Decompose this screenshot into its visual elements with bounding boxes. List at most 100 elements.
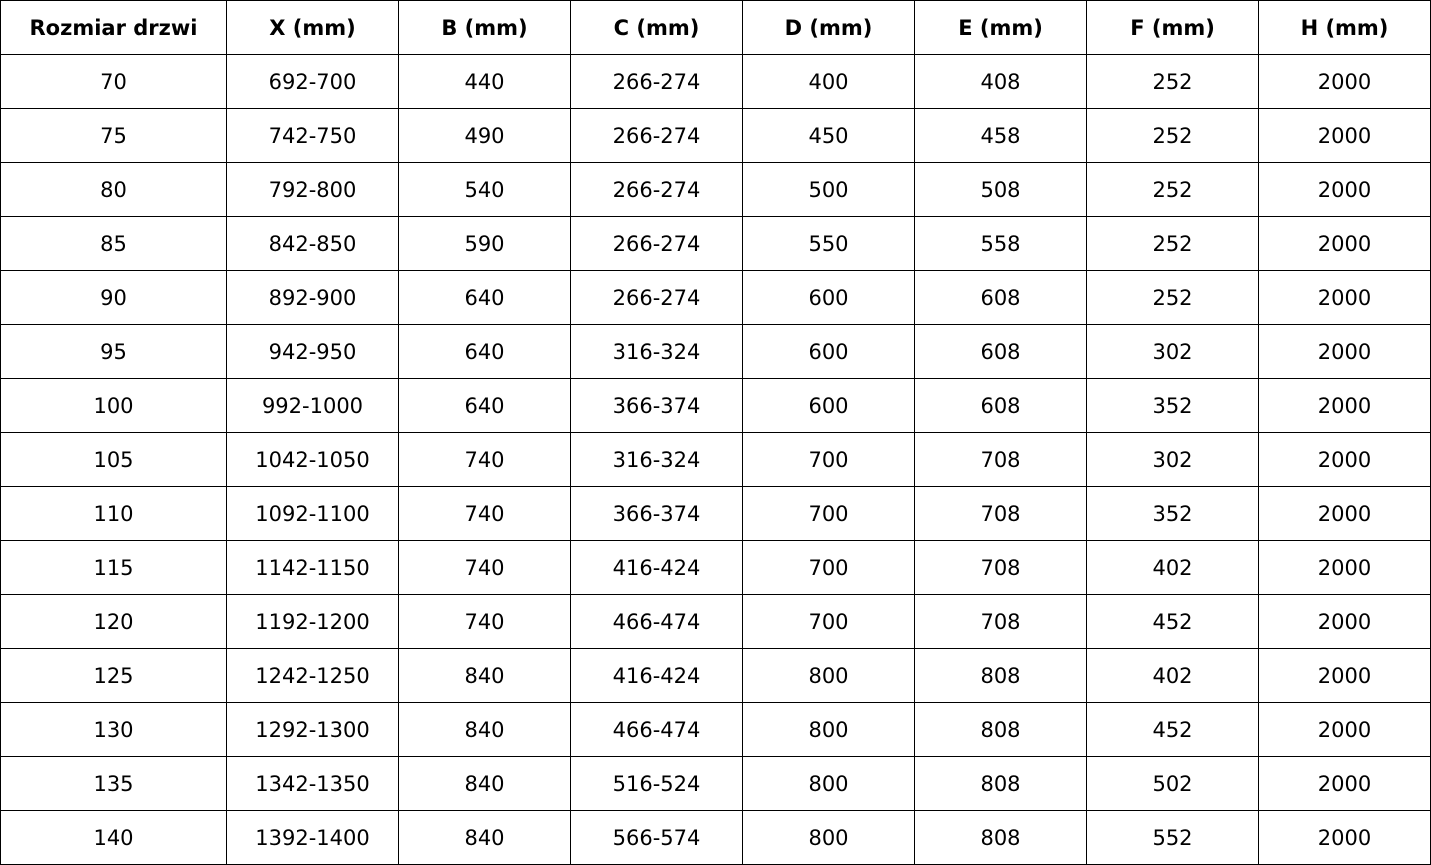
table-cell: 252 xyxy=(1086,108,1259,163)
table-cell: 2000 xyxy=(1258,108,1431,163)
table-row: 70 692-700 440 266-274 400 408 252 2000 xyxy=(0,54,1431,109)
table-row: 100 992-1000 640 366-374 600 608 352 2000 xyxy=(0,378,1431,433)
table-cell: 266-274 xyxy=(570,108,743,163)
table-cell: 252 xyxy=(1086,54,1259,109)
table-cell: 600 xyxy=(742,324,915,379)
table-cell: 416-424 xyxy=(570,540,743,595)
table-cell: 466-474 xyxy=(570,594,743,649)
table-row: 140 1392-1400 840 566-574 800 808 552 2000 xyxy=(0,810,1431,865)
table-cell: 640 xyxy=(398,324,571,379)
column-header: Rozmiar drzwi xyxy=(0,0,227,55)
table-cell: 500 xyxy=(742,162,915,217)
table-cell: 352 xyxy=(1086,486,1259,541)
table-cell: 692-700 xyxy=(226,54,399,109)
table-cell: 600 xyxy=(742,270,915,325)
table-cell: 302 xyxy=(1086,324,1259,379)
table-cell: 640 xyxy=(398,378,571,433)
table-cell: 608 xyxy=(914,324,1087,379)
table-cell: 252 xyxy=(1086,162,1259,217)
table-cell: 2000 xyxy=(1258,648,1431,703)
table-cell: 110 xyxy=(0,486,227,541)
table-cell: 366-374 xyxy=(570,378,743,433)
table-cell: 840 xyxy=(398,702,571,757)
table-cell: 2000 xyxy=(1258,162,1431,217)
column-header: H (mm) xyxy=(1258,0,1431,55)
table-cell: 808 xyxy=(914,702,1087,757)
table-cell: 135 xyxy=(0,756,227,811)
table-cell: 1342-1350 xyxy=(226,756,399,811)
table-cell: 740 xyxy=(398,432,571,487)
table-cell: 600 xyxy=(742,378,915,433)
table-row: 95 942-950 640 316-324 600 608 302 2000 xyxy=(0,324,1431,379)
table-cell: 366-374 xyxy=(570,486,743,541)
table-cell: 2000 xyxy=(1258,540,1431,595)
table-cell: 516-524 xyxy=(570,756,743,811)
table-cell: 2000 xyxy=(1258,594,1431,649)
table-cell: 892-900 xyxy=(226,270,399,325)
table-cell: 708 xyxy=(914,486,1087,541)
table-cell: 740 xyxy=(398,540,571,595)
table-cell: 800 xyxy=(742,702,915,757)
table-cell: 540 xyxy=(398,162,571,217)
table-cell: 266-274 xyxy=(570,162,743,217)
table-cell: 252 xyxy=(1086,270,1259,325)
table-cell: 840 xyxy=(398,648,571,703)
table-cell: 2000 xyxy=(1258,432,1431,487)
table-cell: 742-750 xyxy=(226,108,399,163)
table-cell: 125 xyxy=(0,648,227,703)
table-cell: 316-324 xyxy=(570,324,743,379)
table-cell: 700 xyxy=(742,432,915,487)
table-cell: 452 xyxy=(1086,702,1259,757)
column-header: E (mm) xyxy=(914,0,1087,55)
table-cell: 1042-1050 xyxy=(226,432,399,487)
table-cell: 590 xyxy=(398,216,571,271)
table-cell: 266-274 xyxy=(570,270,743,325)
table-row: 125 1242-1250 840 416-424 800 808 402 2000 xyxy=(0,648,1431,703)
table-cell: 608 xyxy=(914,378,1087,433)
table-cell: 840 xyxy=(398,810,571,865)
table-cell: 105 xyxy=(0,432,227,487)
table-cell: 2000 xyxy=(1258,270,1431,325)
table-cell: 90 xyxy=(0,270,227,325)
table-cell: 566-574 xyxy=(570,810,743,865)
table-cell: 302 xyxy=(1086,432,1259,487)
table-row: 80 792-800 540 266-274 500 508 252 2000 xyxy=(0,162,1431,217)
table-cell: 400 xyxy=(742,54,915,109)
table-cell: 842-850 xyxy=(226,216,399,271)
table-cell: 800 xyxy=(742,756,915,811)
table-cell: 416-424 xyxy=(570,648,743,703)
table-cell: 2000 xyxy=(1258,54,1431,109)
table-row: 120 1192-1200 740 466-474 700 708 452 2000 xyxy=(0,594,1431,649)
table-row: 110 1092-1100 740 366-374 700 708 352 2000 xyxy=(0,486,1431,541)
table-cell: 700 xyxy=(742,540,915,595)
table-cell: 792-800 xyxy=(226,162,399,217)
table-cell: 402 xyxy=(1086,540,1259,595)
table-cell: 95 xyxy=(0,324,227,379)
table-cell: 708 xyxy=(914,540,1087,595)
table-cell: 140 xyxy=(0,810,227,865)
table-cell: 808 xyxy=(914,810,1087,865)
table-cell: 550 xyxy=(742,216,915,271)
table-cell: 502 xyxy=(1086,756,1259,811)
table-cell: 440 xyxy=(398,54,571,109)
table-cell: 458 xyxy=(914,108,1087,163)
table-cell: 2000 xyxy=(1258,702,1431,757)
table-cell: 740 xyxy=(398,486,571,541)
table-cell: 466-474 xyxy=(570,702,743,757)
table-cell: 316-324 xyxy=(570,432,743,487)
table-cell: 708 xyxy=(914,594,1087,649)
table-cell: 2000 xyxy=(1258,324,1431,379)
column-header: C (mm) xyxy=(570,0,743,55)
table-cell: 450 xyxy=(742,108,915,163)
header-row: Rozmiar drzwi X (mm) B (mm) C (mm) D (mm) E (… xyxy=(0,0,1431,55)
table-cell: 2000 xyxy=(1258,810,1431,865)
table-cell: 808 xyxy=(914,756,1087,811)
table-cell: 120 xyxy=(0,594,227,649)
table-row: 90 892-900 640 266-274 600 608 252 2000 xyxy=(0,270,1431,325)
column-header: D (mm) xyxy=(742,0,915,55)
table-cell: 408 xyxy=(914,54,1087,109)
table-cell: 640 xyxy=(398,270,571,325)
table-cell: 80 xyxy=(0,162,227,217)
table-cell: 266-274 xyxy=(570,216,743,271)
